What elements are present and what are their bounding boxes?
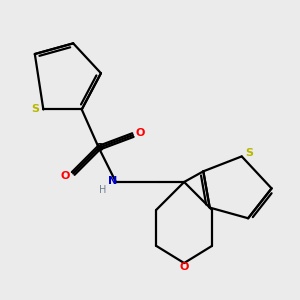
Text: O: O	[61, 171, 70, 181]
Text: H: H	[98, 185, 106, 195]
Text: S: S	[245, 148, 253, 158]
Text: O: O	[136, 128, 145, 138]
Text: N: N	[108, 176, 117, 186]
Text: S: S	[32, 104, 40, 115]
Text: S: S	[95, 143, 103, 153]
Text: O: O	[179, 262, 189, 272]
